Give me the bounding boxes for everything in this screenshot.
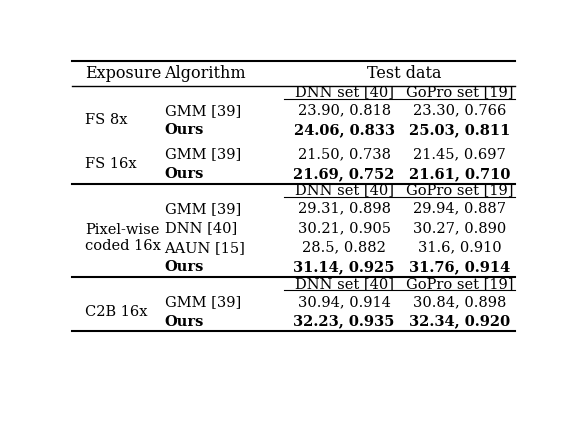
Text: Ours: Ours xyxy=(165,314,204,329)
Text: DNN set [40]: DNN set [40] xyxy=(295,85,394,99)
Text: 21.45, 0.697: 21.45, 0.697 xyxy=(413,147,506,161)
Text: 21.69, 0.752: 21.69, 0.752 xyxy=(293,167,395,181)
Text: 21.50, 0.738: 21.50, 0.738 xyxy=(297,147,391,161)
Text: FS 8x: FS 8x xyxy=(85,113,128,127)
Text: 21.61, 0.710: 21.61, 0.710 xyxy=(409,167,510,181)
Text: 32.34, 0.920: 32.34, 0.920 xyxy=(409,314,510,329)
Text: Pixel-wise
coded 16x: Pixel-wise coded 16x xyxy=(85,223,161,253)
Text: 30.84, 0.898: 30.84, 0.898 xyxy=(413,295,506,309)
Text: 28.5, 0.882: 28.5, 0.882 xyxy=(302,241,386,255)
Text: GoPro set [19]: GoPro set [19] xyxy=(406,277,513,291)
Text: 25.03, 0.811: 25.03, 0.811 xyxy=(409,123,510,137)
Text: Ours: Ours xyxy=(165,167,204,181)
Text: GMM [39]: GMM [39] xyxy=(165,295,241,309)
Text: 30.21, 0.905: 30.21, 0.905 xyxy=(297,221,391,235)
Text: DNN set [40]: DNN set [40] xyxy=(295,184,394,198)
Text: 29.94, 0.887: 29.94, 0.887 xyxy=(413,202,506,216)
Text: 32.23, 0.935: 32.23, 0.935 xyxy=(293,314,395,329)
Text: 31.6, 0.910: 31.6, 0.910 xyxy=(418,241,501,255)
Text: GMM [39]: GMM [39] xyxy=(165,202,241,216)
Text: 30.94, 0.914: 30.94, 0.914 xyxy=(297,295,391,309)
Text: 24.06, 0.833: 24.06, 0.833 xyxy=(293,123,395,137)
Text: FS 16x: FS 16x xyxy=(85,157,137,171)
Text: GMM [39]: GMM [39] xyxy=(165,104,241,118)
Text: 29.31, 0.898: 29.31, 0.898 xyxy=(297,202,391,216)
Text: 23.90, 0.818: 23.90, 0.818 xyxy=(297,104,391,118)
Text: GMM [39]: GMM [39] xyxy=(165,147,241,161)
Text: Ours: Ours xyxy=(165,123,204,137)
Text: 23.30, 0.766: 23.30, 0.766 xyxy=(413,104,506,118)
Text: Test data: Test data xyxy=(367,65,441,82)
Text: Ours: Ours xyxy=(165,260,204,274)
Text: Exposure: Exposure xyxy=(85,65,161,82)
Text: AAUN [15]: AAUN [15] xyxy=(165,241,245,255)
Text: GoPro set [19]: GoPro set [19] xyxy=(406,184,513,198)
Text: 30.27, 0.890: 30.27, 0.890 xyxy=(413,221,506,235)
Text: 31.14, 0.925: 31.14, 0.925 xyxy=(293,260,395,274)
Text: DNN [40]: DNN [40] xyxy=(165,221,237,235)
Text: DNN set [40]: DNN set [40] xyxy=(295,277,394,291)
Text: 31.76, 0.914: 31.76, 0.914 xyxy=(409,260,510,274)
Text: Algorithm: Algorithm xyxy=(165,65,246,82)
Text: C2B 16x: C2B 16x xyxy=(85,305,148,319)
Text: GoPro set [19]: GoPro set [19] xyxy=(406,85,513,99)
